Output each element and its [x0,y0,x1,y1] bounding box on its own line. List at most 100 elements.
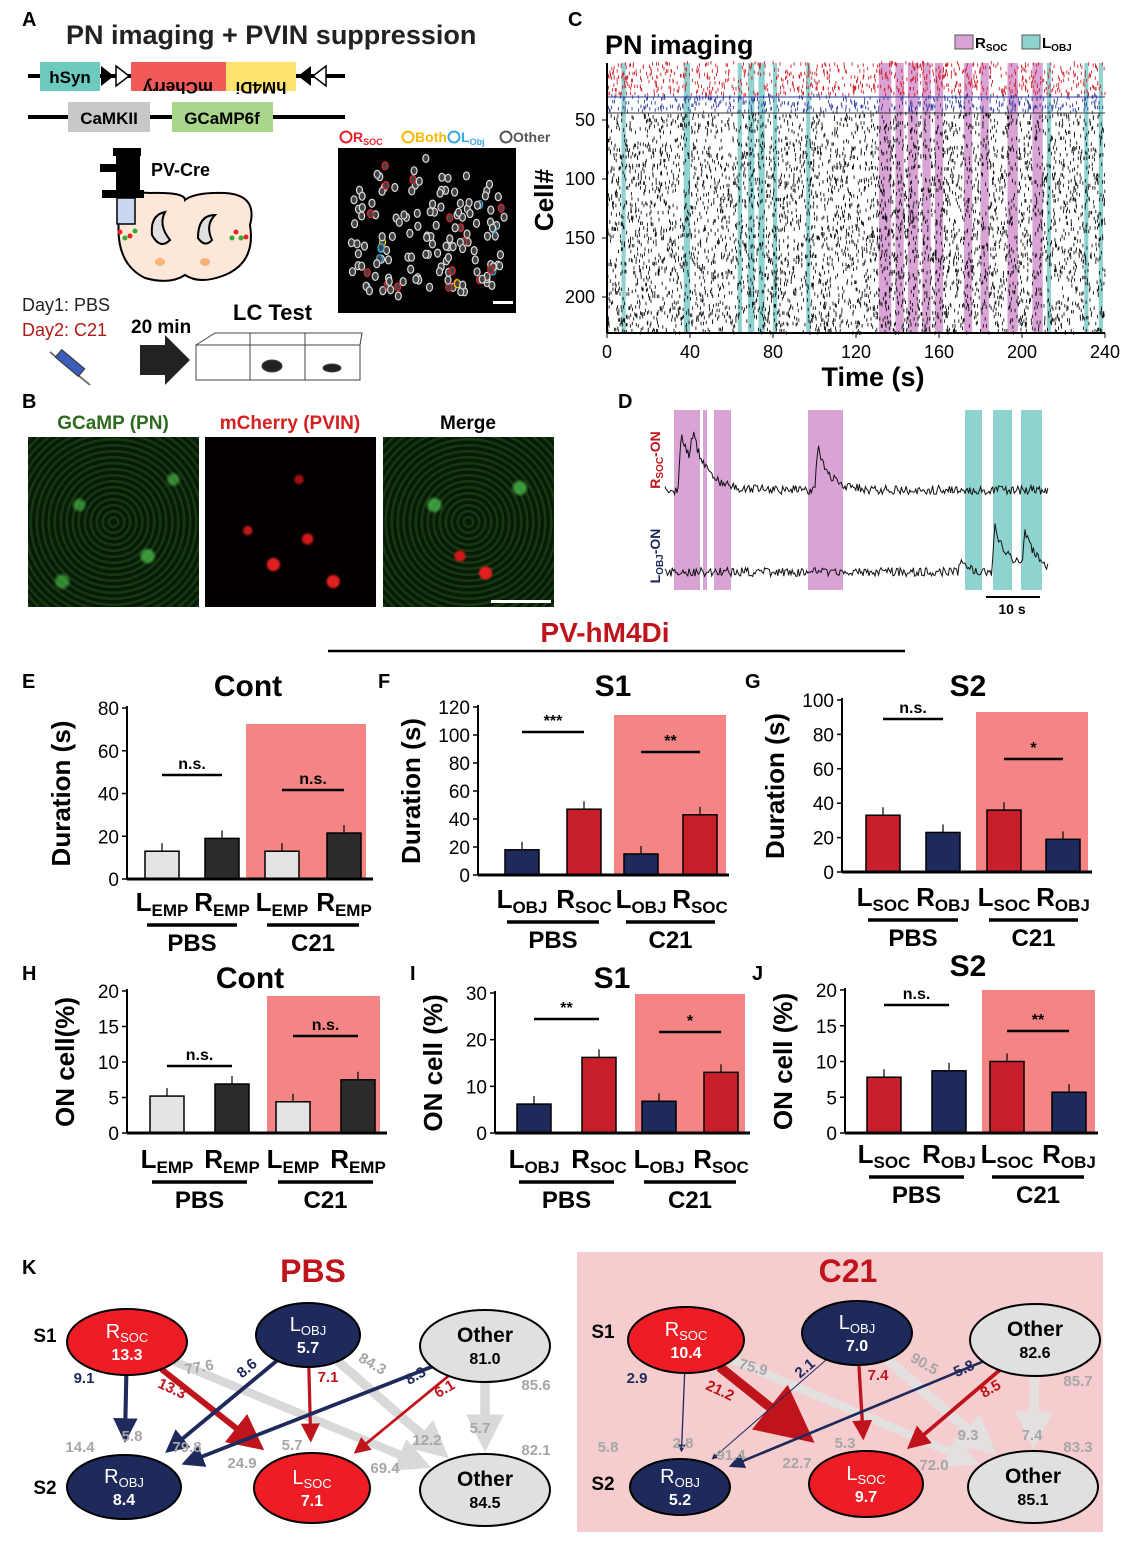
scale-bar [491,600,551,603]
behavior-epoch [1021,410,1042,590]
node-name: Other [1005,1465,1061,1488]
cell-legend-item: LObj [461,129,485,147]
hsyn-block [40,62,100,91]
significance-label: n.s. [178,756,206,773]
category-label: LOBJ [497,884,548,917]
transition-value: 84.3 [355,1349,389,1378]
incoming-value: 69.4 [370,1460,400,1477]
chart-title: Cont [216,962,284,995]
bar [326,832,362,880]
bar [340,1079,376,1134]
incoming-value: 5.8 [598,1439,619,1456]
y-tick-label: 0 [476,1124,487,1145]
y-tick-label: 100 [438,726,470,747]
y-axis-label: ON cell (%) [768,993,798,1130]
node-value: 9.7 [855,1489,877,1506]
panel-b-labels: GCaMP (PN) mCherry (PVIN) Merge [57,413,496,434]
test-label: LC Test [233,300,313,325]
gcamp-label: GCaMP (PN) [57,413,169,434]
event-band-r_soc [934,63,944,333]
arrow-right-icon [140,335,190,385]
mouse-line-label: PV-Cre [151,160,210,180]
y-tick-label: 20 [813,829,834,850]
y-tick-label: 20 [466,1031,487,1052]
incoming-value: 5.3 [835,1435,856,1452]
y-tick-label: 0 [823,863,834,884]
transition-arrow [113,1374,138,1443]
significance-label: ** [1032,1012,1045,1029]
significance-label: n.s. [312,1017,340,1034]
node-value: 81.0 [469,1351,500,1368]
node-name: LOBJ [290,1314,326,1338]
y-tick-label: 0 [826,1124,837,1145]
significance-label: n.s. [903,986,931,1003]
node-name: Other [457,1324,513,1347]
node-robj2: ROBJ 5.2 [629,1458,731,1516]
network-title: C21 [819,1253,878,1289]
y-tick-label: 10 [466,1077,487,1098]
condition-banner: PV-hM4Di [540,617,669,648]
y-tick-label: 60 [813,760,834,781]
incoming-value: 12.2 [412,1432,441,1449]
bar [623,853,659,876]
raster-y-tick: 50 [575,110,595,130]
event-band-r_soc [1007,63,1018,333]
raster-y-tick: 100 [565,169,595,189]
y-tick-label: 5 [826,1088,837,1109]
node-name: LOBJ [839,1312,875,1336]
node-oth1: Other 81.0 [419,1309,551,1383]
incoming-value: 22.7 [782,1455,811,1472]
significance-label: * [687,1013,694,1030]
gcamp6f-block [172,102,273,132]
panel-label-j: J [752,963,763,985]
incoming-value: 82.1 [521,1442,550,1459]
incoming-value: 5.8 [122,1428,143,1445]
node-name: LSOC [292,1467,331,1491]
y-tick-label: 0 [108,1124,119,1145]
group-label: C21 [648,927,692,954]
cell-legend-item: Other [513,129,551,145]
node-value: 85.1 [1017,1492,1048,1509]
y-axis-label: ON cell (%) [418,994,448,1131]
bar [931,1070,967,1134]
incoming-value: 72.0 [919,1457,948,1474]
legend-circle-icon [401,130,415,144]
bar [581,1056,617,1134]
transition-value: 13.3 [155,1375,189,1403]
significance-label: n.s. [186,1047,214,1064]
bar [1051,1091,1087,1134]
node-oth2: Other 85.1 [967,1450,1099,1524]
significance-label: n.s. [299,771,327,788]
y-tick-label: 100 [802,691,834,712]
node-name: Other [1007,1318,1063,1341]
behavior-epoch [714,410,731,590]
y-tick-label: 0 [108,870,119,891]
transition-arrow [1015,1375,1053,1450]
cell-dots [117,229,249,240]
event-band-l_obj [1084,63,1089,333]
event-band-l_obj [1046,63,1052,333]
transition-value: 85.6 [521,1377,550,1394]
y-tick-label: 20 [98,982,119,1003]
incoming-value: 9.3 [958,1427,979,1444]
bar [566,808,602,876]
loxp-triangle-icon [298,66,311,86]
y-tick-label: 5 [108,1089,119,1110]
chart-title: S2 [950,670,987,703]
chart-title: S1 [594,962,631,995]
node-rsoc1: RSOC 13.3 [66,1308,188,1376]
bar [989,1060,1025,1134]
chart-title: S2 [950,950,987,983]
panel-label-g: G [745,671,761,693]
category-label: REMP [330,1144,386,1177]
legend-swatch-lobj [1021,34,1041,50]
legend-circle-icon [447,130,461,144]
trace-label-rsoc-on: RSOC-ON [647,431,666,488]
category-label: LSOC [978,882,1031,915]
brain-illustration [117,191,253,282]
transition-arrow [677,1372,686,1453]
y-tick-label: 10 [816,1053,837,1074]
category-label: LEMP [256,887,309,920]
event-band-r_soc [895,63,904,333]
transition-arrow [728,1360,984,1469]
